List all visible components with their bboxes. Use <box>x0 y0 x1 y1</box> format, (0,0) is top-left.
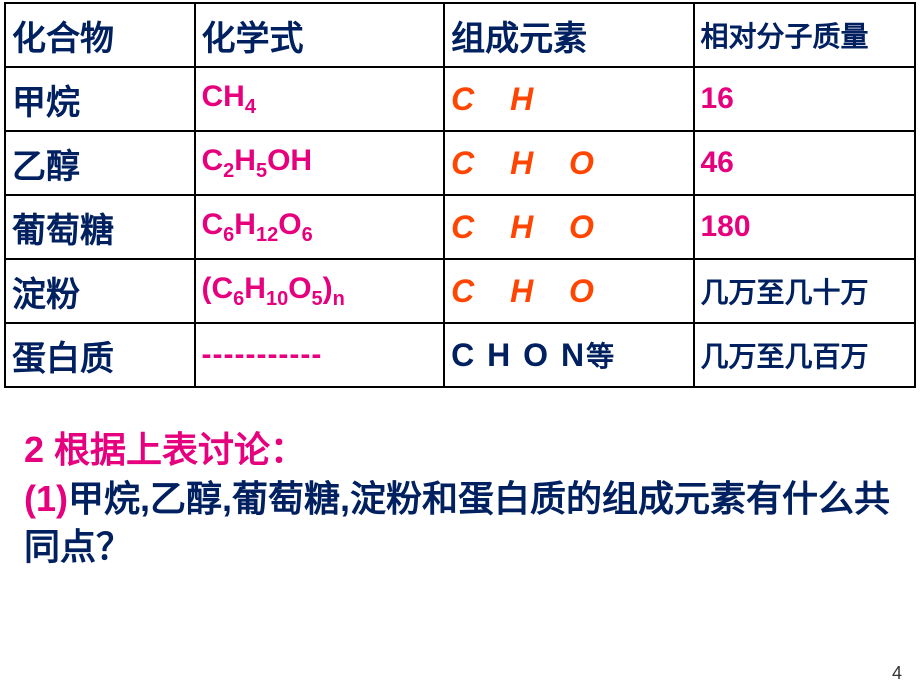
cell-elements: C H <box>444 67 693 131</box>
cell-elements: C H O <box>444 131 693 195</box>
cell-formula: CH4 <box>195 67 445 131</box>
table-header-row: 化合物 化学式 组成元素 相对分子质量 <box>5 3 915 67</box>
compounds-table: 化合物 化学式 组成元素 相对分子质量 甲烷 CH4 C H 16 乙醇 C2H… <box>4 2 916 388</box>
cell-formula: C6H12O6 <box>195 195 445 259</box>
cell-elements: C H O <box>444 195 693 259</box>
table-body: 甲烷 CH4 C H 16 乙醇 C2H5OH C H O 46 葡萄糖 C6H… <box>5 67 915 387</box>
table-row: 乙醇 C2H5OH C H O 46 <box>5 131 915 195</box>
cell-elements: C H O <box>444 259 693 323</box>
cell-mass: 16 <box>694 67 916 131</box>
question-number: (1) <box>24 478 68 519</box>
cell-name: 蛋白质 <box>5 323 195 387</box>
cell-name: 甲烷 <box>5 67 195 131</box>
cell-name: 乙醇 <box>5 131 195 195</box>
cell-elements: C H O N等 <box>444 323 693 387</box>
question-block: 2 根据上表讨论： (1)甲烷,乙醇,葡萄糖,淀粉和蛋白质的组成元素有什么共同点… <box>24 426 920 572</box>
question-body: 甲烷,乙醇,葡萄糖,淀粉和蛋白质的组成元素有什么共同点？ <box>24 478 890 568</box>
cell-mass: 几万至几十万 <box>694 259 916 323</box>
page-number: 4 <box>892 663 902 684</box>
cell-mass: 几万至几百万 <box>694 323 916 387</box>
header-elements: 组成元素 <box>444 3 693 67</box>
question-lead: 2 根据上表讨论： <box>24 426 920 475</box>
table-row: 甲烷 CH4 C H 16 <box>5 67 915 131</box>
cell-formula: ----------- <box>195 323 445 387</box>
header-formula: 化学式 <box>195 3 445 67</box>
table-row: 淀粉 (C6H10O5)n C H O 几万至几十万 <box>5 259 915 323</box>
cell-mass: 46 <box>694 131 916 195</box>
cell-name: 葡萄糖 <box>5 195 195 259</box>
question-line: (1)甲烷,乙醇,葡萄糖,淀粉和蛋白质的组成元素有什么共同点？ <box>24 475 920 572</box>
cell-formula: (C6H10O5)n <box>195 259 445 323</box>
cell-mass: 180 <box>694 195 916 259</box>
cell-name: 淀粉 <box>5 259 195 323</box>
header-compound: 化合物 <box>5 3 195 67</box>
table-row: 葡萄糖 C6H12O6 C H O 180 <box>5 195 915 259</box>
header-mass: 相对分子质量 <box>694 3 916 67</box>
table-row: 蛋白质 ----------- C H O N等 几万至几百万 <box>5 323 915 387</box>
cell-formula: C2H5OH <box>195 131 445 195</box>
